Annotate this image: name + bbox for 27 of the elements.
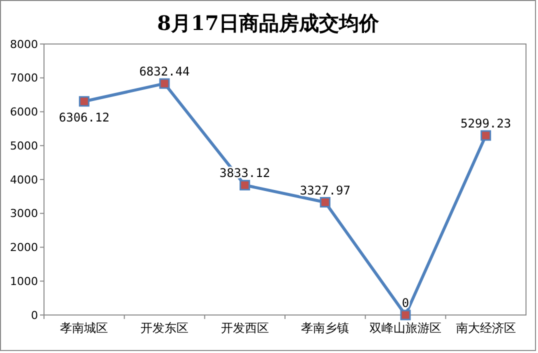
data-label: 6832.44 (139, 64, 190, 79)
x-tick-label: 开发西区 (220, 321, 269, 335)
y-tick-label: 1000 (10, 274, 38, 288)
point (159, 78, 170, 89)
x-tick-label: 孝南乡镇 (301, 321, 350, 335)
data-label: 0 (402, 296, 410, 310)
x-tick-label: 南大经济区 (456, 321, 516, 335)
y-tick-label: 2000 (10, 241, 38, 254)
x-tick-label: 双峰山旅游区 (370, 321, 442, 335)
y-tick-label: 5000 (10, 139, 38, 152)
data-label: 3327.97 (300, 183, 350, 198)
y-tick-label: 8000 (10, 38, 38, 51)
y-tick-label: 0 (31, 308, 38, 322)
point (78, 96, 90, 107)
y-tick-label: 3000 (10, 207, 38, 220)
point (480, 130, 492, 141)
y-tick-label: 7000 (10, 72, 38, 85)
y-tick-label: 6000 (10, 106, 38, 119)
data-label: 5299.23 (460, 116, 512, 130)
data-label: 6306.12 (58, 110, 110, 124)
x-tick-label: 孝南城区 (60, 321, 108, 335)
x-tick-label: 开发东区 (140, 321, 188, 335)
point (240, 180, 250, 190)
point (320, 197, 330, 208)
y-tick-label: 4000 (10, 173, 38, 186)
chart-title: 8月17日商品房成交均价 (157, 11, 380, 35)
point (400, 310, 411, 320)
